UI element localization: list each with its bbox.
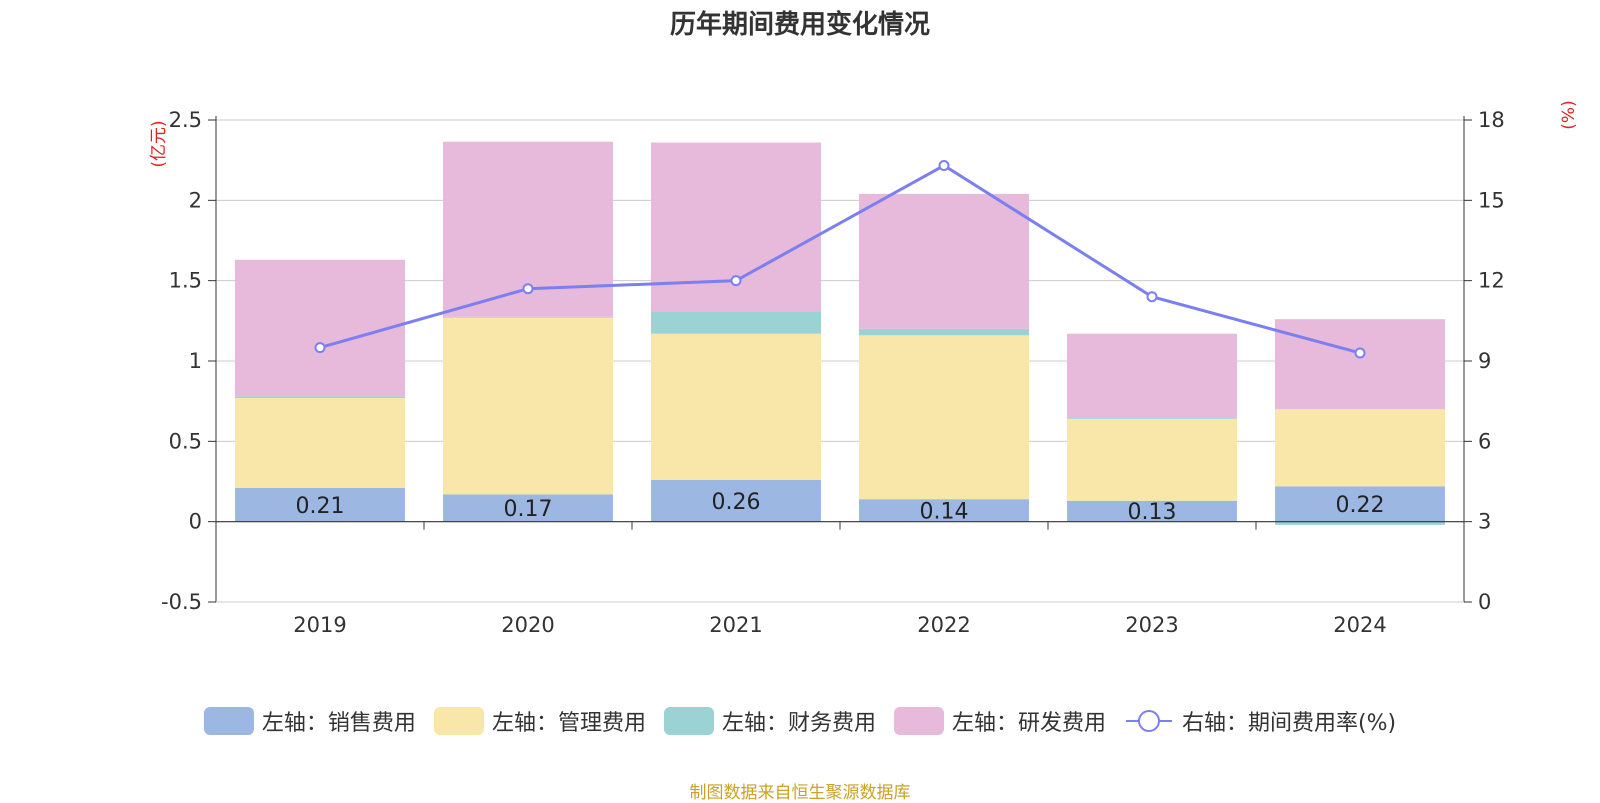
right-tick-label: 0 [1478, 590, 1491, 614]
rate-line [319, 163, 1361, 355]
x-tick-label-2024: 2024 [1333, 613, 1386, 637]
right-axis-unit: (%) [1559, 100, 1579, 129]
legend-label-rnd: 左轴：研发费用 [951, 711, 1106, 736]
bar-3-2022 [859, 193, 1029, 329]
legend-swatch-rate [1125, 710, 1172, 732]
bar-1-2022 [859, 335, 1029, 500]
right-tick-label: 3 [1478, 510, 1491, 534]
bar-1-2023 [1067, 418, 1237, 501]
x-tick-label-2021: 2021 [709, 613, 762, 637]
x-tick-label-2023: 2023 [1125, 613, 1178, 637]
legend-swatch-rnd [893, 707, 944, 735]
left-tick-label: 1 [189, 349, 202, 373]
x-tick-label-2019: 2019 [293, 613, 346, 637]
bar-0-2022 [859, 499, 1029, 522]
left-tick-label: -0.5 [161, 590, 202, 614]
bar-2-2024 [1275, 521, 1445, 525]
right-tick-label: 15 [1478, 188, 1505, 212]
bar-3-2024 [1275, 319, 1445, 410]
legend-item-rnd[interactable]: 左轴：研发费用 [893, 705, 1106, 737]
left-tick-label: 1.5 [169, 269, 202, 293]
label-layer: 0.21 0.17 0.26 0.14 0.13 0.22 [296, 490, 1385, 525]
rate-point-2020 [522, 283, 534, 295]
rate-point-2024 [1354, 347, 1366, 359]
data-label-2023: 0.13 [1128, 500, 1177, 525]
left-axis-unit: (亿元) [149, 120, 169, 167]
legend-label-rate: 右轴：期间费用率(%) [1181, 711, 1397, 736]
bar-1-2019 [235, 397, 405, 488]
right-tick-label: 18 [1478, 108, 1505, 132]
x-tick-label-2022: 2022 [917, 613, 970, 637]
bar-1-2024 [1275, 409, 1445, 487]
right-tick-label: 9 [1478, 349, 1491, 373]
legend-swatch-admin [433, 707, 484, 735]
bar-3-2023 [1067, 333, 1237, 418]
left-tick-label: 0 [189, 510, 202, 534]
bar-2-2023 [1067, 417, 1237, 419]
legend-swatch-finance [663, 707, 714, 735]
data-label-2019: 0.21 [296, 494, 345, 519]
rate-point-2019 [314, 342, 326, 354]
bar-1-2021 [651, 333, 821, 480]
data-label-2022: 0.14 [920, 499, 969, 524]
line-layer [314, 160, 1366, 359]
left-tick-label: 0.5 [169, 429, 202, 453]
legend-item-sales[interactable]: 左轴：销售费用 [203, 705, 416, 737]
legend-label-finance: 左轴：财务费用 [721, 711, 876, 736]
bar-1-2020 [443, 317, 613, 495]
bar-2-2020 [443, 316, 613, 318]
rate-point-2023 [1146, 291, 1158, 303]
bar-2-2019 [235, 396, 405, 398]
left-tick-label: 2 [189, 188, 202, 212]
legend: 左轴：销售费用 左轴：管理费用 左轴：财务费用 左轴：研发费用 右轴：期间费用率… [0, 704, 1600, 738]
right-tick-label: 12 [1478, 269, 1505, 293]
left-tick-label: 2.5 [169, 108, 202, 132]
rate-point-2021 [730, 275, 742, 287]
legend-swatch-sales [203, 707, 254, 735]
bar-layer [235, 141, 1445, 525]
bar-0-2023 [1067, 500, 1237, 522]
legend-label-admin: 左轴：管理费用 [491, 711, 646, 736]
legend-item-rate[interactable]: 右轴：期间费用率(%) [1124, 705, 1396, 737]
data-label-2024: 0.22 [1336, 493, 1385, 518]
right-tick-label: 6 [1478, 429, 1491, 453]
bar-0-2021 [651, 479, 821, 522]
legend-label-sales: 左轴：销售费用 [261, 711, 416, 736]
bar-0-2019 [235, 487, 405, 522]
legend-item-finance[interactable]: 左轴：财务费用 [663, 705, 876, 737]
rate-point-2022 [938, 160, 950, 172]
bar-0-2024 [1275, 486, 1445, 522]
data-label-2021: 0.26 [712, 490, 761, 515]
legend-item-admin[interactable]: 左轴：管理费用 [433, 705, 646, 737]
x-tick-label-2020: 2020 [501, 613, 554, 637]
bar-2-2021 [651, 311, 821, 334]
bar-0-2020 [443, 494, 613, 522]
bar-3-2019 [235, 259, 405, 397]
chart-title: 历年期间费用变化情况 [669, 10, 930, 40]
source-note: 制图数据来自恒生聚源数据库 [689, 783, 911, 803]
data-label-2020: 0.17 [504, 497, 553, 522]
bar-2-2022 [859, 328, 1029, 336]
axis-layer: -0.5 0 0.5 1 1.5 2 2.5 0 3 6 9 12 15 18 2019 2020 2021 20… [149, 100, 1579, 637]
